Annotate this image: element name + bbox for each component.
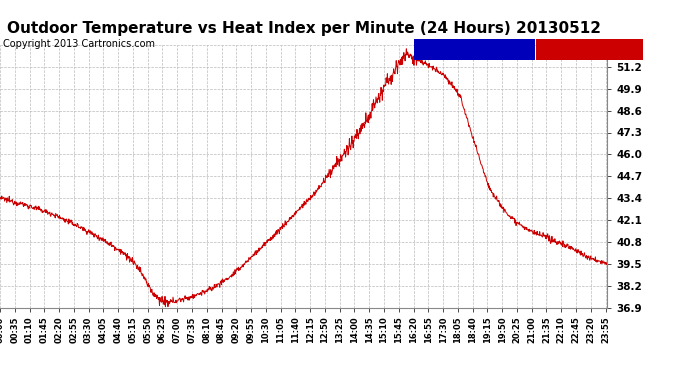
Text: Copyright 2013 Cartronics.com: Copyright 2013 Cartronics.com — [3, 39, 155, 50]
Text: Outdoor Temperature vs Heat Index per Minute (24 Hours) 20130512: Outdoor Temperature vs Heat Index per Mi… — [7, 21, 600, 36]
Text: Temperature  (°F): Temperature (°F) — [540, 45, 631, 54]
Text: Heat Index  (°F): Heat Index (°F) — [417, 45, 504, 54]
